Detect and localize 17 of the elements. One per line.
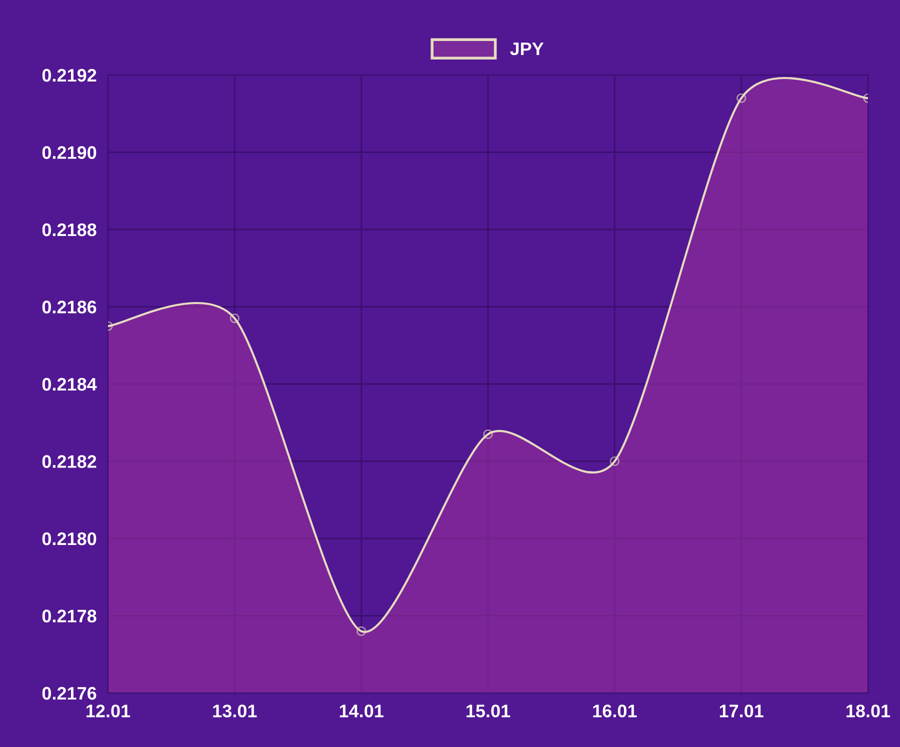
y-tick-label: 0.2188 (42, 223, 96, 236)
x-tick-label: 17.01 (720, 704, 764, 718)
x-tick-label: 13.01 (213, 704, 257, 718)
x-tick-label: 15.01 (466, 704, 510, 718)
y-tick-label: 0.2186 (42, 300, 96, 314)
y-tick-label: 0.2180 (42, 532, 96, 546)
x-tick-label: 18.01 (846, 704, 890, 718)
y-tick-label: 0.2192 (42, 68, 96, 82)
x-tick-label: 14.01 (340, 704, 384, 718)
y-tick-label: 0.2184 (42, 378, 97, 391)
y-tick-label: 0.2176 (42, 686, 96, 700)
x-tick-label: 16.01 (593, 704, 637, 718)
x-tick-label: 12.01 (86, 704, 130, 718)
legend-label: JPY (510, 42, 544, 56)
y-tick-label: 0.2182 (42, 455, 96, 468)
y-tick-label: 0.2178 (42, 610, 96, 622)
y-tick-label: 0.2190 (42, 146, 96, 159)
